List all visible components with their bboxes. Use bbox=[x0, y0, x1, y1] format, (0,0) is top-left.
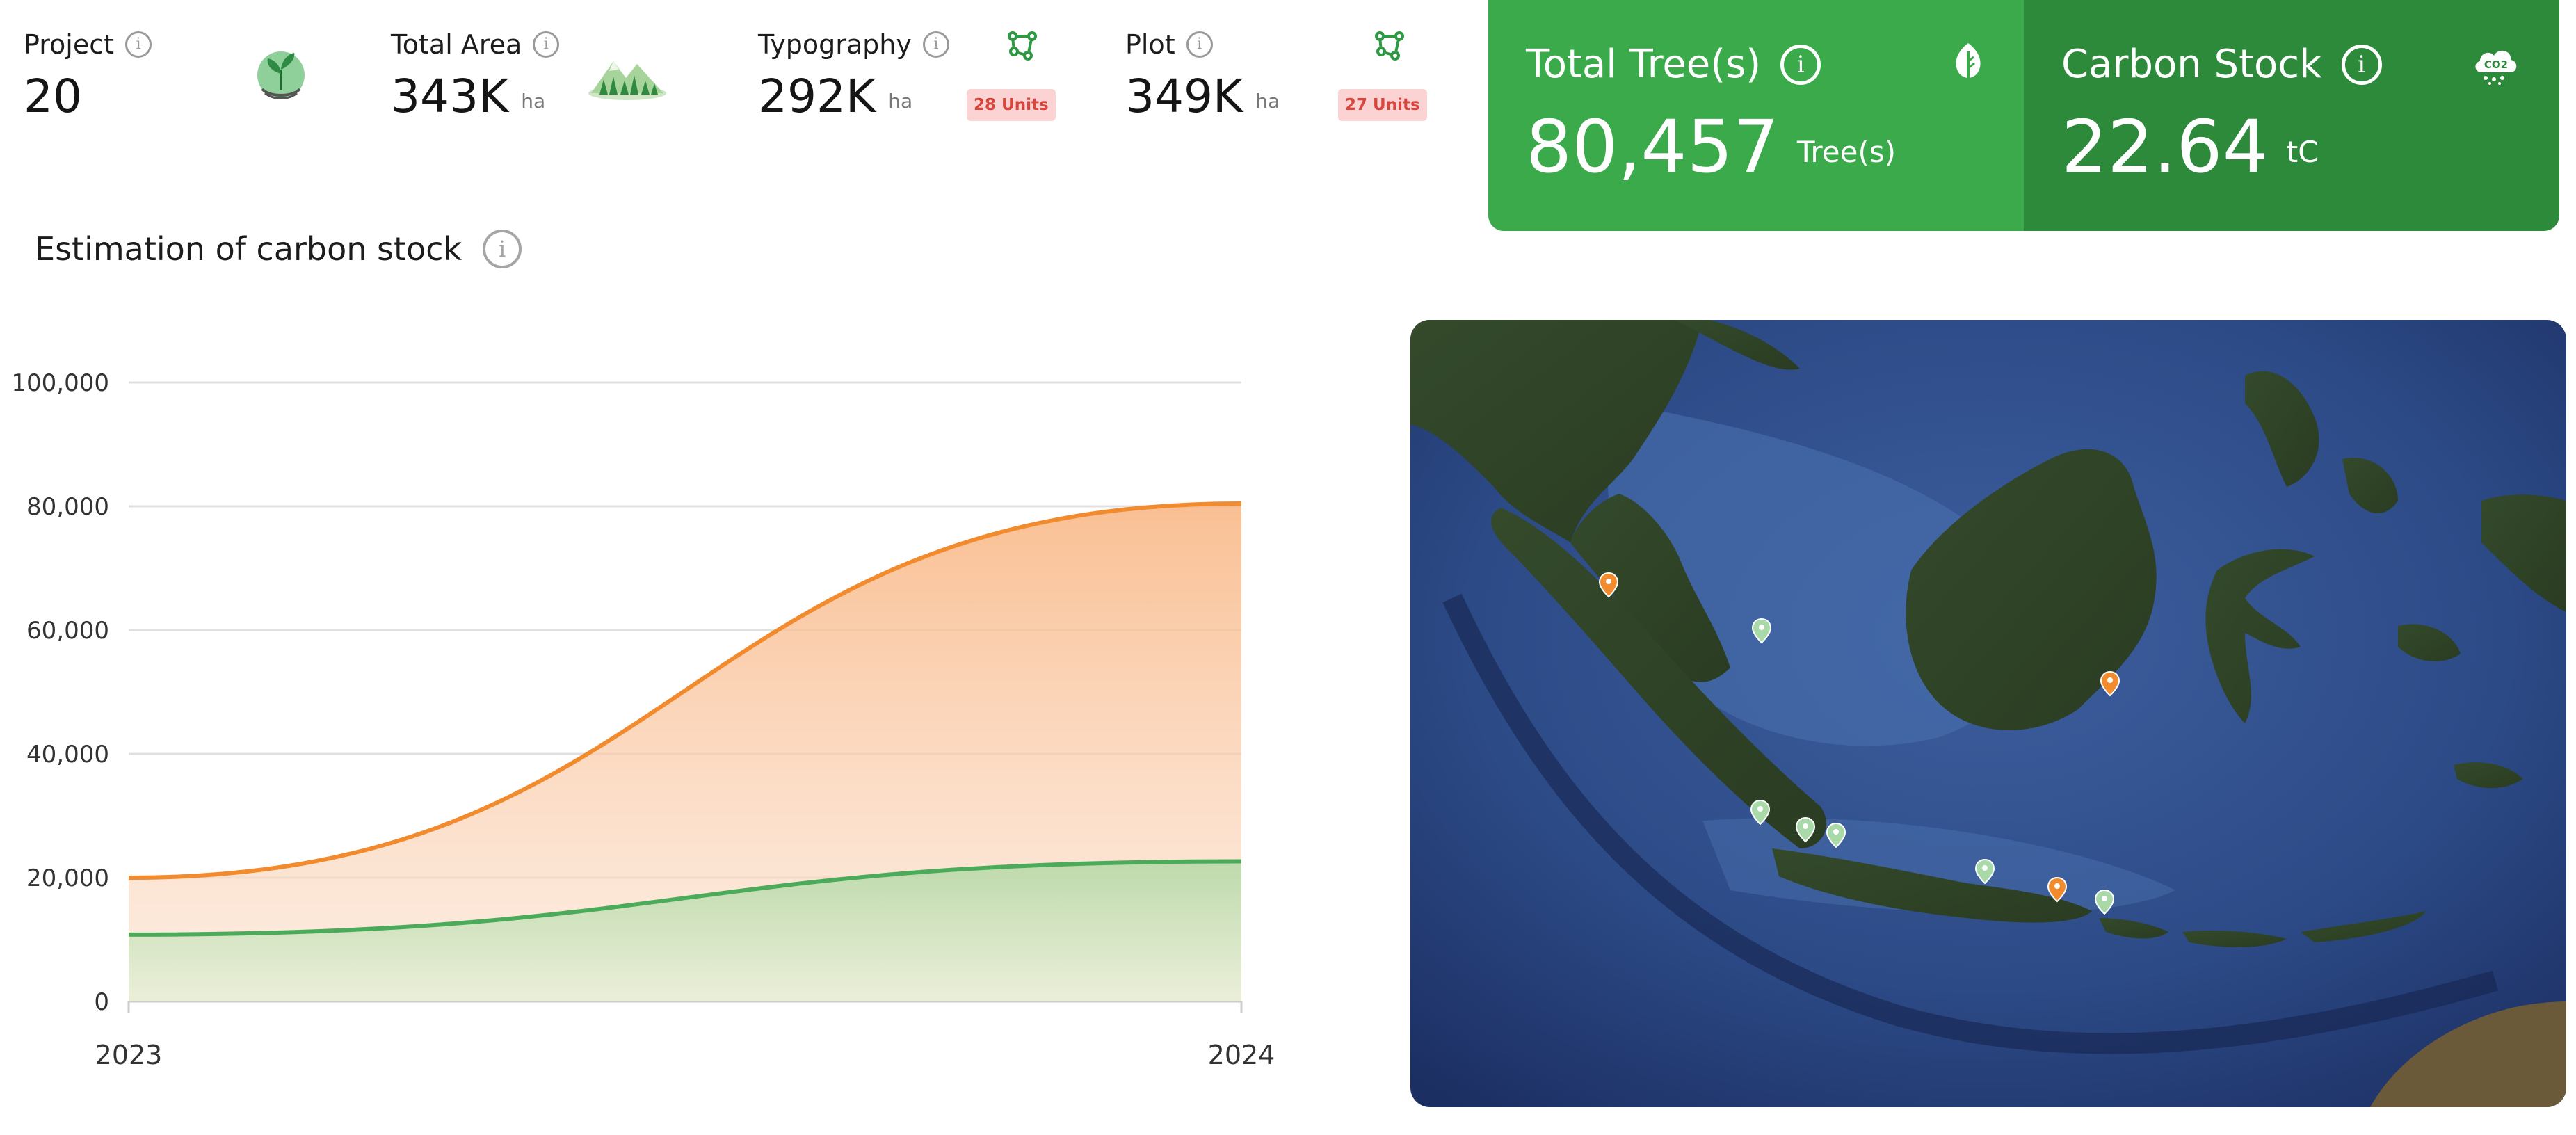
x-tick-label: 2024 bbox=[1208, 1040, 1275, 1070]
total-trees-label: Total Tree(s) bbox=[1526, 42, 1762, 87]
units-badge: 27 Units bbox=[1338, 89, 1427, 121]
info-icon[interactable]: i bbox=[125, 31, 152, 58]
forest-hill-icon bbox=[588, 61, 666, 100]
info-icon[interactable]: i bbox=[483, 230, 522, 268]
y-tick-label: 60,000 bbox=[26, 617, 109, 645]
y-tick-label: 0 bbox=[94, 988, 109, 1016]
total-trees-unit: Tree(s) bbox=[1796, 135, 1897, 169]
map-marker-green[interactable] bbox=[2094, 889, 2115, 915]
map-markers[interactable] bbox=[1598, 572, 2120, 915]
stat-plot-label: Plot bbox=[1125, 29, 1175, 60]
y-tick-label: 20,000 bbox=[26, 864, 109, 892]
carbon-stock-card: Carbon Stock i 22.64 tC CO2 bbox=[2024, 0, 2559, 231]
stat-plot-unit: ha bbox=[1255, 90, 1280, 113]
info-icon[interactable]: i bbox=[1186, 31, 1213, 58]
stat-typography-value: 292K bbox=[758, 70, 876, 123]
y-tick-label: 40,000 bbox=[26, 741, 109, 768]
stat-project-value: 20 bbox=[24, 70, 82, 123]
map-marker-green[interactable] bbox=[1826, 822, 1846, 848]
total-trees-value: 80,457 bbox=[1526, 104, 1779, 189]
map-marker-green[interactable] bbox=[1974, 858, 1995, 885]
chart-title: Estimation of carbon stock i bbox=[35, 230, 522, 268]
map-marker-green[interactable] bbox=[1751, 618, 1772, 644]
carbon-stock-chart: 0 20,000 40,000 60,000 80,000 100,000 2023 2024 bbox=[11, 369, 1275, 1070]
x-tick-label: 2023 bbox=[95, 1040, 163, 1070]
stat-project-label: Project bbox=[24, 29, 115, 60]
units-badge: 28 Units bbox=[967, 89, 1056, 121]
y-tick-label: 80,000 bbox=[26, 493, 109, 521]
chart-title-text: Estimation of carbon stock bbox=[35, 230, 462, 268]
map-marker-orange[interactable] bbox=[1598, 572, 1619, 598]
total-trees-card: Total Tree(s) i 80,457 Tree(s) bbox=[1488, 0, 2024, 231]
series-line-0 bbox=[128, 501, 1242, 880]
satellite-map bbox=[1410, 320, 2566, 1107]
carbon-stock-unit: tC bbox=[2286, 135, 2319, 169]
info-icon[interactable]: i bbox=[922, 31, 949, 58]
leaf-icon bbox=[1956, 43, 1981, 83]
stat-typography-unit: ha bbox=[888, 90, 913, 113]
carbon-stock-value: 22.64 bbox=[2061, 104, 2269, 189]
map-marker-orange[interactable] bbox=[2100, 670, 2120, 697]
series-area-1 bbox=[129, 861, 1241, 1001]
stat-typography-label: Typography bbox=[758, 29, 912, 60]
stat-plot: Plot i 349K ha 27 Units bbox=[1125, 0, 1427, 139]
map-marker-orange[interactable] bbox=[2047, 876, 2068, 903]
co2-cloud-icon: CO2 bbox=[2475, 50, 2517, 85]
stat-total-area-unit: ha bbox=[521, 90, 546, 113]
polygon-nodes-icon bbox=[1008, 31, 1037, 61]
map-view[interactable] bbox=[1410, 320, 2566, 1107]
stat-total-area-label: Total Area bbox=[391, 29, 522, 60]
y-tick-label: 100,000 bbox=[11, 369, 109, 397]
polygon-nodes-icon bbox=[1375, 31, 1404, 61]
series-line-1 bbox=[128, 859, 1242, 937]
info-icon[interactable]: i bbox=[533, 31, 560, 58]
info-icon[interactable]: i bbox=[2341, 44, 2382, 85]
stat-total-area-value: 343K bbox=[391, 70, 509, 123]
carbon-stock-label: Carbon Stock bbox=[2061, 42, 2322, 87]
stat-typography: Typography i 292K ha 28 Units bbox=[758, 0, 1092, 139]
co2-text: CO2 bbox=[2484, 58, 2508, 71]
info-icon[interactable]: i bbox=[1780, 44, 1821, 85]
stat-total-area: Total Area i 343K ha bbox=[391, 0, 725, 139]
seedling-hands-icon bbox=[257, 51, 305, 99]
map-marker-green[interactable] bbox=[1750, 799, 1771, 826]
stat-plot-value: 349K bbox=[1125, 70, 1243, 123]
map-marker-green[interactable] bbox=[1795, 816, 1816, 843]
stat-project: Project i 20 bbox=[24, 0, 357, 139]
totals-panel: Total Tree(s) i 80,457 Tree(s) Carbon Stoc… bbox=[1488, 0, 2559, 231]
